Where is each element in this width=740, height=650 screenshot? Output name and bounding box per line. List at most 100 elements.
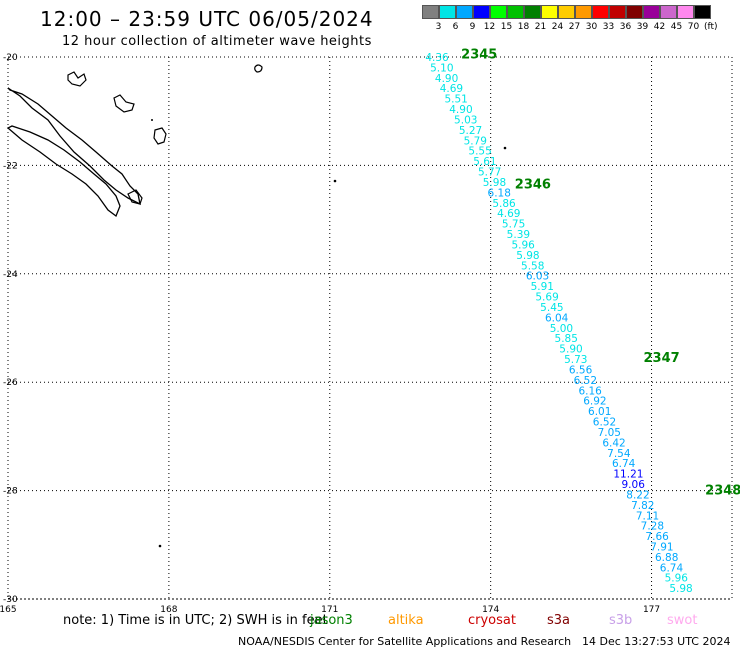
- swh-value-label: 5.85: [555, 333, 578, 345]
- swh-value-label: 6.04: [545, 312, 569, 324]
- swh-value-label: 6.01: [588, 406, 611, 418]
- swh-value-label: 5.03: [454, 114, 477, 126]
- swh-value-label: 7.66: [645, 531, 669, 543]
- legend-swatch: [490, 5, 507, 19]
- footer-note: note: 1) Time is in UTC; 2) SWH is in fe…: [63, 613, 328, 628]
- swh-value-label: 4.90: [435, 73, 458, 85]
- swh-value-label: 5.10: [430, 62, 453, 74]
- swh-value-label: 7.82: [631, 500, 654, 512]
- legend-swatch: [643, 5, 660, 19]
- legend-swatch: [456, 5, 473, 19]
- mission-label-jason3: jason3: [310, 613, 353, 628]
- coastline-islet-1: [254, 64, 263, 73]
- swh-value-label: 4.69: [497, 208, 520, 220]
- swh-value-label: 4.90: [449, 104, 472, 116]
- y-tick-label: -30: [3, 595, 18, 605]
- swh-value-label: 5.58: [521, 260, 544, 272]
- legend-swatch: [694, 5, 711, 19]
- swh-value-label: 6.74: [660, 562, 684, 574]
- swh-value-label: 5.96: [665, 573, 689, 585]
- swh-value-label: 6.88: [655, 552, 678, 564]
- legend-swatch: [439, 5, 456, 19]
- swh-value-label: 6.56: [569, 364, 593, 376]
- page-subtitle: 12 hour collection of altimeter wave hei…: [62, 34, 372, 49]
- swh-value-label: 5.27: [459, 125, 482, 137]
- swh-value-label: 5.96: [511, 239, 535, 251]
- y-tick-label: -20: [3, 53, 18, 63]
- x-tick-label: 171: [321, 605, 338, 615]
- legend-label: 36: [619, 22, 632, 32]
- legend-swatch: [609, 5, 626, 19]
- swh-track: 4.365.104.904.695.514.905.035.275.795.55…: [425, 52, 692, 595]
- swh-value-label: 4.69: [440, 83, 463, 95]
- mission-label-s3b: s3b: [609, 613, 633, 628]
- coastline-new-caledonia: [7, 87, 141, 206]
- swh-value-label: 5.73: [564, 354, 587, 366]
- mission-label-cryosat: cryosat: [468, 613, 516, 628]
- swh-value-label: 7.11: [636, 510, 659, 522]
- swh-value-label: 5.61: [473, 156, 496, 168]
- credit-timestamp: 14 Dec 13:27:53 UTC 2024: [582, 635, 731, 648]
- swh-value-label: 5.91: [531, 281, 554, 293]
- coastline: [6, 64, 507, 548]
- mission-label-swot: swot: [667, 613, 698, 628]
- legend-labels: 3 6 9 12 15 18 21 24 27 30 33 36 39 42 45 70 (ft): [422, 22, 718, 32]
- legend-swatches: [422, 5, 718, 19]
- swh-value-label: 6.42: [602, 437, 625, 449]
- legend-label: 3: [435, 22, 442, 32]
- y-tick-label: -28: [3, 487, 18, 497]
- legend-swatch: [524, 5, 541, 19]
- swh-value-label: 4.36: [425, 52, 449, 64]
- color-legend: 3 6 9 12 15 18 21 24 27 30 33 36 39 42 45 70 (ft): [422, 5, 718, 37]
- swh-value-label: 5.90: [559, 344, 582, 356]
- swh-value-label: 5.55: [468, 146, 491, 158]
- swh-value-label: 5.00: [550, 323, 573, 335]
- legend-swatch: [541, 5, 558, 19]
- swh-value-label: 5.98: [516, 250, 539, 262]
- plot-frame: [7, 56, 733, 600]
- swh-value-label: 6.74: [612, 458, 636, 470]
- x-tick-label: 168: [160, 605, 177, 615]
- x-tick-label: 177: [643, 605, 660, 615]
- legend-swatch: [660, 5, 677, 19]
- credit-text: NOAA/NESDIS Center for Satellite Applica…: [238, 635, 572, 648]
- legend-swatch: [473, 5, 490, 19]
- legend-unit: (ft): [704, 22, 718, 32]
- swh-value-label: 6.92: [583, 396, 606, 408]
- swh-value-label: 5.45: [540, 302, 563, 314]
- legend-label: 45: [670, 22, 683, 32]
- legend-swatch: [677, 5, 694, 19]
- grid-lines: [7, 56, 733, 600]
- legend-label: 6: [452, 22, 459, 32]
- legend-label: 9: [469, 22, 476, 32]
- legend-label: 27: [568, 22, 581, 32]
- legend-swatch: [592, 5, 609, 19]
- swh-value-label: 9.06: [622, 479, 646, 491]
- coastline-grande-terre: [6, 125, 121, 218]
- pass-time-label: 2348: [705, 484, 740, 499]
- swh-value-label: 6.52: [574, 375, 597, 387]
- y-tick-label: -24: [3, 270, 18, 280]
- swh-value-label: 7.28: [641, 521, 664, 533]
- pass-time-labels: 2345 2346 2347 2348: [461, 47, 740, 498]
- coastline-islet-8: [158, 544, 162, 548]
- pass-time-label: 2347: [644, 351, 680, 366]
- legend-swatch: [422, 5, 439, 19]
- legend-label: 30: [585, 22, 598, 32]
- coastline-islet-7: [503, 146, 507, 150]
- coastline-islet-6: [333, 179, 337, 183]
- y-tick-label: -22: [3, 161, 18, 171]
- mission-label-altika: altika: [388, 613, 424, 628]
- page-title: 12:00 – 23:59 UTC 06/05/2024: [40, 7, 374, 31]
- swh-value-label: 5.79: [464, 135, 487, 147]
- coastline-islet-3: [113, 94, 135, 113]
- swh-value-label: 5.98: [483, 177, 506, 189]
- legend-label: 24: [551, 22, 564, 32]
- swh-value-label: 11.21: [613, 469, 643, 481]
- legend-swatch: [507, 5, 524, 19]
- legend-label: 12: [483, 22, 496, 32]
- swh-value-label: 5.86: [492, 198, 516, 210]
- swh-value-label: 7.05: [598, 427, 621, 439]
- swh-value-label: 5.75: [502, 219, 525, 231]
